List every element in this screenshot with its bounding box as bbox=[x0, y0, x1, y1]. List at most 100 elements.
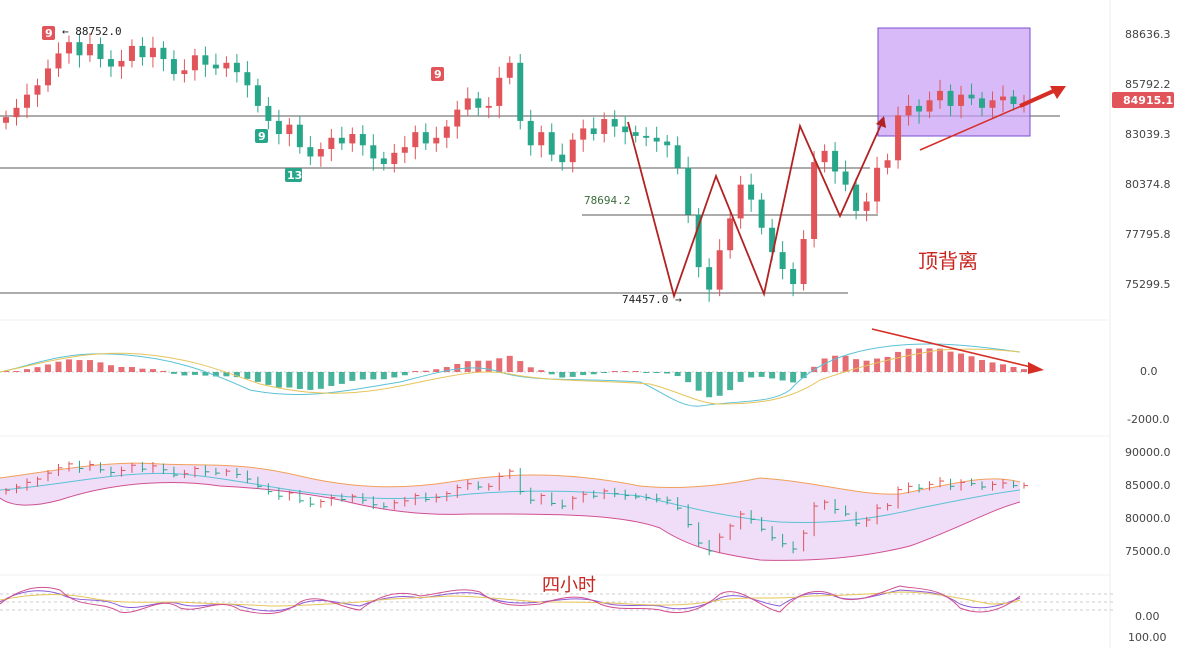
macd-bar bbox=[265, 372, 272, 385]
macd-bar bbox=[254, 372, 261, 382]
svg-text:9: 9 bbox=[258, 130, 266, 143]
macd-bar bbox=[13, 371, 20, 372]
candle-body bbox=[863, 201, 870, 211]
candle-body bbox=[874, 167, 881, 202]
macd-bar bbox=[76, 360, 83, 372]
macd-bar bbox=[23, 369, 30, 372]
trend-arrowhead bbox=[1050, 86, 1066, 99]
macd-bar bbox=[44, 364, 51, 372]
candle-body bbox=[580, 128, 587, 140]
candle-body bbox=[401, 147, 408, 153]
td-badge: 9 bbox=[255, 129, 268, 143]
candle-body bbox=[307, 147, 314, 157]
macd-bar bbox=[34, 367, 41, 372]
macd-bar bbox=[1010, 366, 1017, 372]
macd-bar bbox=[926, 348, 933, 372]
candle-body bbox=[244, 72, 251, 86]
td-badge: 13 bbox=[285, 168, 302, 182]
macd-bar bbox=[401, 372, 408, 376]
macd-bar bbox=[737, 372, 744, 382]
macd-bar bbox=[716, 372, 723, 396]
candle-body bbox=[149, 47, 156, 58]
macd-bar bbox=[496, 358, 503, 372]
svg-text:90000.0: 90000.0 bbox=[1125, 446, 1171, 459]
macd-bar bbox=[674, 372, 681, 377]
macd-bar bbox=[958, 353, 965, 372]
osc-line-d bbox=[0, 591, 1021, 607]
candle-body bbox=[790, 268, 797, 284]
candle-body bbox=[13, 107, 20, 118]
candle-body bbox=[181, 70, 188, 75]
macd-bar bbox=[622, 371, 629, 372]
macd-bar bbox=[800, 372, 807, 379]
macd-bar bbox=[286, 372, 293, 388]
candle-body bbox=[422, 132, 429, 144]
candle-body bbox=[191, 55, 198, 71]
macd-bar bbox=[748, 372, 755, 378]
candle-body bbox=[412, 132, 419, 148]
macd-bar bbox=[821, 358, 828, 372]
candle-body bbox=[1010, 96, 1017, 105]
candle-body bbox=[97, 44, 104, 60]
candle-body bbox=[370, 145, 377, 159]
candle-body bbox=[317, 149, 324, 157]
macd-bar bbox=[590, 372, 597, 375]
candle-body bbox=[674, 145, 681, 168]
candle-body bbox=[506, 62, 513, 78]
low-label: 74457.0 → bbox=[622, 293, 682, 306]
macd-bar bbox=[202, 372, 209, 376]
candle-body bbox=[233, 62, 240, 73]
svg-text:75299.5: 75299.5 bbox=[1125, 278, 1171, 291]
macd-bar bbox=[832, 355, 839, 372]
macd-bar bbox=[664, 372, 671, 374]
candle-body bbox=[811, 162, 818, 240]
macd-bar bbox=[916, 348, 923, 372]
macd-bar bbox=[464, 361, 471, 372]
candle-body bbox=[916, 105, 923, 112]
candle-body bbox=[947, 90, 954, 106]
candle-body bbox=[391, 152, 398, 165]
level-label: 78694.2 bbox=[584, 194, 630, 207]
candle-body bbox=[349, 134, 356, 144]
macd-bar bbox=[527, 367, 534, 372]
macd-bar bbox=[979, 360, 986, 372]
candle-body bbox=[748, 184, 755, 200]
macd-bar bbox=[65, 359, 72, 372]
macd-bar bbox=[422, 370, 429, 372]
macd-bar bbox=[884, 356, 891, 372]
macd-bar bbox=[191, 372, 198, 375]
candle-body bbox=[23, 94, 30, 108]
macd-bar bbox=[548, 372, 555, 375]
timeframe-annotation: 四小时 bbox=[542, 575, 596, 596]
candle-body bbox=[139, 45, 146, 58]
macd-bar bbox=[685, 372, 692, 383]
macd-bar bbox=[86, 360, 93, 372]
svg-text:85000.0: 85000.0 bbox=[1125, 479, 1171, 492]
candle-body bbox=[716, 250, 723, 290]
macd-bar bbox=[296, 372, 303, 389]
macd-bar bbox=[149, 369, 156, 372]
candle-body bbox=[3, 117, 9, 123]
candle-body bbox=[548, 132, 555, 155]
candle-body bbox=[328, 137, 335, 150]
candlesticks bbox=[3, 32, 1027, 302]
candle-body bbox=[55, 53, 62, 69]
macd-bar bbox=[338, 372, 345, 384]
svg-text:0.0: 0.0 bbox=[1140, 365, 1158, 378]
macd-arrowhead bbox=[1028, 362, 1044, 374]
macd-y-axis: 0.0 -2000.0 bbox=[1127, 365, 1169, 426]
macd-bar bbox=[989, 362, 996, 372]
candle-body bbox=[895, 115, 902, 161]
candle-body bbox=[685, 167, 692, 215]
macd-bar bbox=[118, 366, 125, 372]
svg-text:84915.1: 84915.1 bbox=[1123, 94, 1173, 107]
macd-bar bbox=[328, 372, 335, 386]
osc-line-k bbox=[0, 589, 1021, 612]
macd-bar bbox=[842, 355, 849, 372]
macd-bar bbox=[160, 370, 167, 372]
candle-body bbox=[958, 94, 965, 106]
macd-bar bbox=[349, 372, 356, 381]
main-y-axis: 88636.3 85792.2 83039.3 80374.8 77795.8 … bbox=[1125, 28, 1171, 291]
candle-body bbox=[464, 98, 471, 110]
macd-bar bbox=[107, 365, 114, 372]
